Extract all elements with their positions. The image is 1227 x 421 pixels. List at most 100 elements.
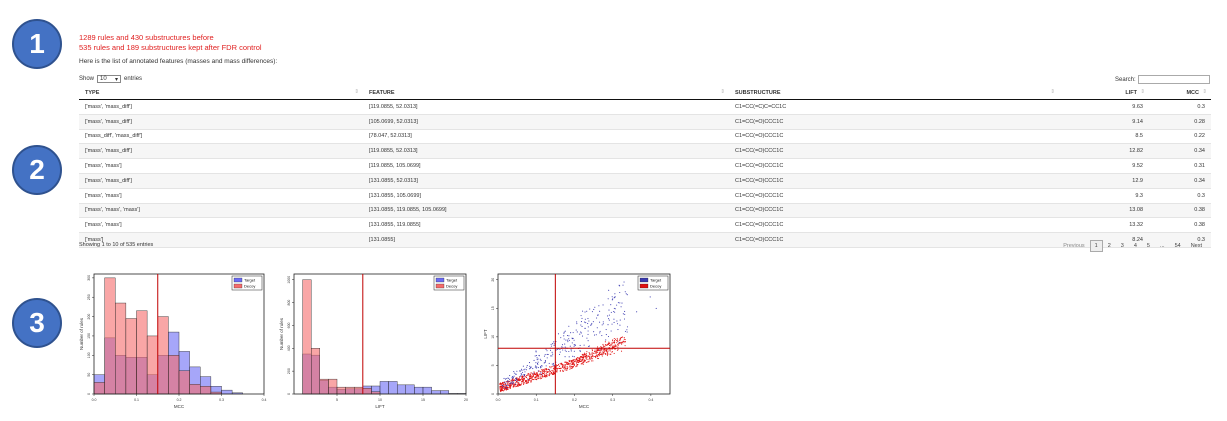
cell-feature: [119.0855, 52.0313]: [363, 143, 729, 160]
scatter-point-decoy: [548, 371, 550, 373]
pagination-page-5[interactable]: 5: [1146, 243, 1150, 249]
column-header-lift[interactable]: LIFT ⇕: [1059, 87, 1149, 100]
scatter-point-decoy: [591, 349, 593, 351]
scatter-point-decoy: [571, 364, 573, 366]
scatter-point-decoy: [602, 349, 604, 351]
scatter-point-decoy: [543, 369, 545, 371]
scatter-point-decoy: [584, 361, 586, 363]
column-header-feature[interactable]: FEATURE ⇕: [363, 87, 729, 100]
scatter-point-decoy: [552, 367, 554, 369]
scatter-point-decoy: [580, 363, 582, 365]
scatter-point-decoy: [537, 374, 539, 376]
scatter-point-decoy: [591, 353, 593, 355]
scatter-point-target: [519, 376, 521, 378]
scatter-point-decoy: [546, 376, 548, 378]
scatter-point-target: [522, 365, 524, 367]
pagination-page-3[interactable]: 3: [1120, 243, 1124, 249]
scatter-point-decoy: [509, 386, 511, 388]
scatter-point-decoy: [526, 382, 528, 384]
pagination-page-1[interactable]: 1: [1089, 240, 1103, 252]
scatter-point-target: [611, 323, 613, 325]
column-header-mcc[interactable]: MCC ⇕: [1149, 87, 1211, 100]
scatter-point-decoy: [515, 385, 517, 387]
cell-type: ['mass', 'mass']: [79, 217, 363, 234]
pagination-next[interactable]: Next: [1190, 243, 1202, 249]
table-row: ['mass', 'mass_diff'] [119.0855, 52.0313]…: [79, 99, 1211, 115]
scatter-point-decoy: [516, 381, 518, 383]
scatter-point-target: [580, 324, 582, 326]
scatter-point-decoy: [564, 364, 566, 366]
scatter-point-target: [564, 330, 566, 332]
scatter-point-decoy: [614, 344, 616, 346]
scatter-point-decoy: [621, 343, 623, 345]
rules-before-text: 1289 rules and 430 substructures before: [79, 33, 214, 42]
scatter-point-target: [612, 298, 614, 300]
scatter-point-target: [623, 318, 626, 320]
scatter-point-decoy: [623, 338, 625, 340]
scatter-point-target: [539, 358, 541, 360]
scatter-point-target: [569, 345, 571, 347]
cell-substructure: C1=CC(=O)CCC1C: [729, 143, 1059, 160]
y-tick-label: 150: [87, 333, 91, 339]
scatter-point-target: [611, 299, 613, 301]
scatter-point-target: [610, 311, 612, 313]
x-tick-label: 15: [421, 398, 425, 402]
pagination-page-4[interactable]: 4: [1133, 243, 1137, 249]
scatter-point-target: [516, 379, 518, 381]
scatter-point-target: [614, 296, 616, 298]
cell-type: ['mass', 'mass_diff']: [79, 114, 363, 130]
scatter-point-decoy: [538, 377, 540, 379]
scatter-point-target: [521, 371, 524, 373]
column-header-substructure[interactable]: SUBSTRUCTURE ⇕: [729, 87, 1059, 100]
scatter-point-decoy: [568, 361, 571, 363]
scatter-point-target: [572, 355, 574, 357]
scatter-point-decoy: [530, 381, 532, 383]
scatter-point-target: [573, 356, 575, 358]
scatter-point-target: [617, 328, 619, 331]
y-tick-label: 200: [287, 368, 291, 374]
scatter-point-decoy: [525, 380, 527, 382]
scatter-point-target: [564, 349, 566, 351]
scatter-point-decoy: [586, 356, 588, 358]
scatter-point-decoy: [571, 360, 573, 362]
scatter-point-decoy: [566, 361, 568, 364]
scatter-point-target: [546, 357, 548, 359]
pagination-previous[interactable]: Previous: [1063, 243, 1085, 249]
scatter-point-decoy: [582, 357, 584, 359]
scatter-point-target: [535, 365, 537, 367]
scatter-point-decoy: [515, 381, 517, 383]
scatter-point-decoy: [620, 342, 622, 344]
cell-lift: 8.24: [1059, 232, 1149, 248]
scatter-point-target: [550, 355, 552, 357]
mcc-histogram-svg: 0.0 0.1 0.2 0.3 0.4 0 50 100 150 200 250 300 MCC Numb…: [79, 273, 266, 409]
scatter-point-target: [599, 321, 601, 323]
scatter-point-target: [614, 308, 616, 310]
scatter-point-decoy: [609, 342, 611, 345]
legend-label: Decoy: [650, 284, 661, 289]
scatter-point-target: [532, 368, 534, 370]
scatter-point-target: [568, 325, 570, 327]
table-row: ['mass', 'mass_diff'] [119.0855, 52.0313]…: [79, 143, 1211, 160]
scatter-point-target: [502, 385, 504, 387]
histogram-bar-decoy: [146, 335, 158, 395]
scatter-point-decoy: [529, 376, 531, 378]
search-input[interactable]: [1137, 75, 1210, 84]
scatter-point-decoy: [599, 353, 601, 355]
scatter-point-decoy: [507, 384, 509, 386]
y-tick-label: 50: [87, 373, 91, 377]
legend-swatch: [639, 277, 649, 283]
entries-select[interactable]: 10 ▾: [97, 75, 122, 83]
scatter-point-target: [588, 320, 590, 322]
scatter-point-decoy: [549, 370, 551, 372]
scatter-point-decoy: [575, 366, 577, 368]
scatter-point-target: [517, 380, 519, 382]
scatter-point-decoy: [525, 382, 527, 384]
x-tick-label: 0.1: [134, 398, 139, 402]
scatter-point-decoy: [608, 346, 610, 349]
scatter-point-decoy: [531, 375, 533, 377]
scatter-point-target: [507, 380, 509, 382]
column-header-type[interactable]: TYPE ⇕: [79, 87, 363, 100]
pagination-page-2[interactable]: 2: [1107, 243, 1111, 249]
pagination-page-54[interactable]: 54: [1174, 243, 1181, 249]
scatter-point-target: [610, 304, 612, 306]
